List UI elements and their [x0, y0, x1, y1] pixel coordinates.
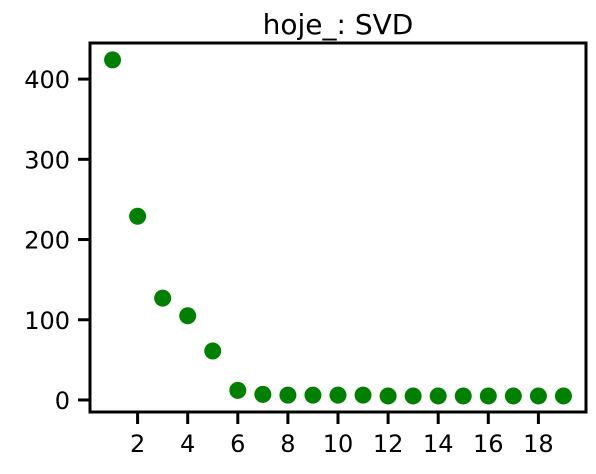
- data-point: [354, 386, 372, 404]
- y-tick-label: 200: [24, 227, 70, 255]
- axes: 2 4 6 8 10 12 14 16 18 0 100 200 300 400: [24, 66, 553, 458]
- x-tick-label: 2: [130, 430, 145, 458]
- data-point: [529, 387, 547, 405]
- data-point: [179, 307, 197, 325]
- x-tick-label: 8: [280, 430, 295, 458]
- x-tick-label: 12: [373, 430, 404, 458]
- data-point: [229, 381, 247, 399]
- data-point: [254, 385, 272, 403]
- x-tick-label: 14: [423, 430, 454, 458]
- y-tick-label: 400: [24, 66, 70, 94]
- x-tick-label: 6: [230, 430, 245, 458]
- data-point: [154, 289, 172, 307]
- data-point: [404, 387, 422, 405]
- plot-frame: [88, 41, 588, 414]
- x-tick-label: 10: [323, 430, 354, 458]
- data-point: [329, 386, 347, 404]
- x-tick-label: 16: [473, 430, 504, 458]
- y-tick-label: 0: [55, 387, 70, 415]
- data-point: [304, 386, 322, 404]
- data-point: [379, 387, 397, 405]
- y-tick-label: 100: [24, 307, 70, 335]
- chart-title: hoje_: SVD: [263, 8, 414, 41]
- y-tick-label: 300: [24, 146, 70, 174]
- x-tick-label: 4: [180, 430, 195, 458]
- data-point: [279, 386, 297, 404]
- data-point: [429, 387, 447, 405]
- data-points: [104, 51, 572, 405]
- x-tick-label: 18: [523, 430, 554, 458]
- data-point: [129, 207, 147, 225]
- data-point: [454, 387, 472, 405]
- data-point: [104, 51, 122, 69]
- data-point: [479, 387, 497, 405]
- data-point: [554, 387, 572, 405]
- data-point: [204, 342, 222, 360]
- data-point: [504, 387, 522, 405]
